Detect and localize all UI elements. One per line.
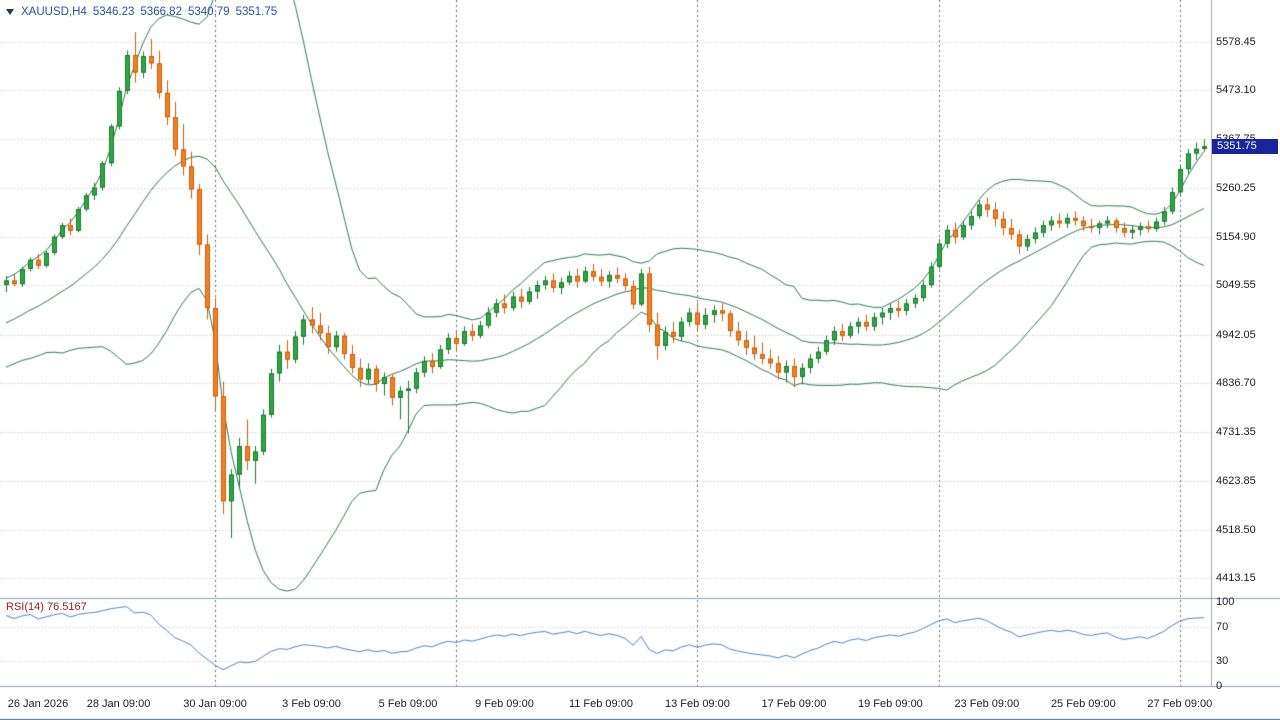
rsi-tick-label: 70 [1216, 621, 1229, 634]
time-tick-label: 23 Feb 09:00 [954, 698, 1020, 710]
price-tick-label: 4413.15 [1216, 572, 1256, 584]
price-tick-label: 4518.50 [1216, 523, 1256, 536]
time-tick-label: 17 Feb 09:00 [761, 698, 827, 710]
time-tick-label: 13 Feb 09:00 [665, 698, 730, 710]
time-tick-label: 30 Jan 09:00 [183, 698, 247, 710]
time-tick-label: 26 Jan 2026 [7, 698, 69, 710]
ohlc-close: 5351.75 [235, 6, 278, 18]
chevron-down-icon[interactable] [6, 9, 14, 15]
time-tick-label: 25 Feb 09:00 [1050, 698, 1116, 710]
rsi-indicator-label: RSI(14) 76.5167 [6, 601, 87, 613]
symbol-timeframe: XAUUSD,H4 [21, 6, 87, 18]
time-tick-label: 11 Feb 09:00 [568, 698, 633, 710]
price-tick-label: 4836.70 [1216, 377, 1256, 390]
price-tick-label: 4942.05 [1216, 328, 1256, 341]
price-tick-label: 5049.55 [1216, 279, 1256, 292]
current-price-tag: 5351.75 [1212, 139, 1278, 154]
ohlc-high: 5366.82 [140, 6, 182, 18]
rsi-tick-label: 100 [1216, 596, 1235, 608]
rsi-tick-label: 0 [1216, 680, 1223, 692]
symbol-header: XAUUSD,H4 5346.23 5366.82 5340.79 5351.7… [6, 6, 277, 18]
rsi-tick-label: 30 [1216, 654, 1229, 667]
price-tick-label: 5154.90 [1216, 230, 1256, 243]
time-tick-label: 19 Feb 09:00 [857, 698, 923, 710]
price-tick-label: 4731.35 [1216, 425, 1256, 438]
price-tick-label: 5260.25 [1216, 182, 1256, 195]
time-tick-label: 5 Feb 09:00 [378, 698, 438, 710]
ohlc-low: 5340.79 [187, 6, 230, 18]
time-tick-label: 9 Feb 09:00 [475, 698, 534, 710]
ohlc-open: 5346.23 [92, 6, 135, 18]
time-tick-label: 28 Jan 09:00 [86, 698, 151, 710]
time-tick-label: 27 Feb 09:00 [1147, 698, 1213, 710]
price-tick-label: 5578.45 [1216, 36, 1256, 48]
price-tick-label: 4623.85 [1216, 475, 1256, 488]
time-tick-label: 3 Feb 09:00 [282, 698, 341, 710]
price-tick-label: 5473.10 [1216, 84, 1256, 97]
